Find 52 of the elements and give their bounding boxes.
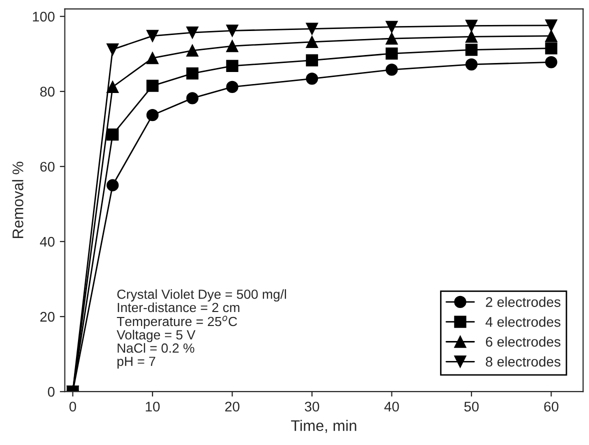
point (465, 20, 478, 32)
y-tick-label: 40 (40, 236, 55, 247)
point (545, 30, 558, 42)
point (226, 60, 238, 72)
x-tick-label: 10 (146, 402, 160, 412)
y-tick-label: 20 (40, 312, 55, 322)
x-tick-label: 0 (69, 402, 76, 412)
point (465, 30, 478, 43)
x-tick-label: 50 (464, 402, 479, 412)
legend-label: 2 electrodes (486, 296, 560, 307)
point (146, 52, 159, 64)
point (106, 179, 119, 192)
point (226, 40, 238, 52)
point (226, 80, 238, 94)
point (545, 42, 558, 54)
point (186, 92, 198, 104)
y-tick-label: 80 (40, 86, 55, 97)
point (306, 54, 318, 66)
point (186, 44, 198, 57)
y-axis-title: Removal % (12, 162, 24, 238)
x-tick-label: 40 (384, 402, 399, 412)
point (146, 109, 159, 122)
point (465, 44, 478, 56)
point (146, 80, 159, 92)
point (306, 36, 318, 48)
point (106, 80, 119, 94)
y-tick-label: 60 (40, 162, 55, 172)
point (545, 56, 558, 68)
text: Crystal Violet Dye = 500 mg/l Inter-distance = 2 cm Temperature = 25$^{o}$C Voltage = 5 V NaCl = 0.2 % pH = 7 (116, 289, 286, 369)
point (465, 58, 478, 71)
point (186, 26, 198, 39)
point (146, 30, 159, 42)
x-tick-label: 20 (225, 402, 240, 412)
y-tick-label: 100 (32, 12, 55, 22)
point (386, 47, 398, 60)
point (226, 24, 238, 37)
point (306, 72, 318, 85)
legend-label: 4 electrodes (486, 316, 560, 327)
x-tick-label: 60 (544, 402, 558, 412)
point (306, 22, 318, 35)
x-axis-title: Time, min (291, 420, 356, 433)
y-tick-label: 0 (48, 386, 55, 397)
legend-label: 6 electrodes (486, 336, 560, 347)
point (545, 19, 558, 32)
point (386, 20, 398, 33)
point (106, 128, 119, 141)
legend-label: 8 electrodes (486, 356, 560, 367)
x-tick-label: 30 (304, 402, 320, 412)
point (106, 43, 119, 56)
point (386, 64, 398, 76)
point (186, 67, 198, 80)
point (386, 32, 398, 45)
